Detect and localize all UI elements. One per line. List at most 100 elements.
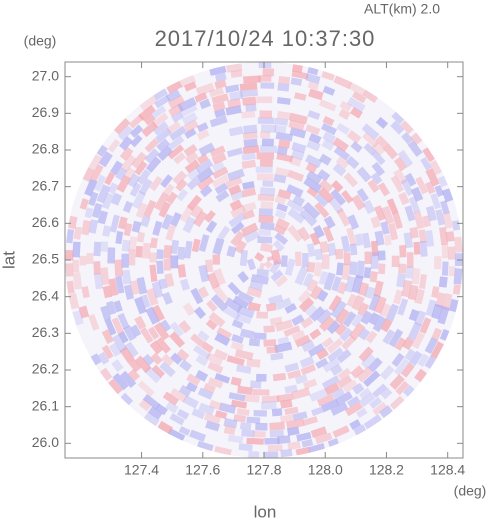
echo-cell	[324, 382, 340, 396]
echo-cell	[250, 273, 270, 285]
echo-cell	[88, 191, 99, 207]
echo-cell	[299, 355, 315, 369]
echo-cell	[119, 146, 134, 161]
echo-cell	[346, 293, 358, 308]
echo-cell	[239, 249, 248, 267]
echo-cell	[72, 272, 83, 290]
echo-cell	[199, 98, 211, 110]
echo-cell	[358, 387, 372, 400]
echo-cell	[321, 337, 334, 349]
echo-cell	[136, 277, 148, 295]
echo-cell	[242, 180, 255, 190]
echo-cell	[346, 227, 357, 247]
echo-cell	[275, 167, 290, 177]
echo-cell	[96, 184, 111, 204]
echo-cell	[111, 333, 128, 353]
echo-cell	[417, 353, 430, 368]
echo-cell	[114, 259, 123, 277]
echo-cell	[163, 258, 172, 271]
echo-cell	[263, 325, 276, 333]
echo-cell	[183, 143, 198, 157]
echo-cell	[260, 82, 275, 89]
echo-cell	[179, 278, 191, 291]
echo-cell	[263, 339, 277, 347]
echo-cell	[123, 284, 135, 300]
echo-cell	[275, 217, 290, 231]
echo-cell	[222, 305, 241, 321]
echo-cell	[309, 232, 321, 246]
echo-cell	[196, 122, 209, 133]
echo-cell	[294, 334, 311, 348]
echo-cell	[138, 104, 156, 122]
echo-cell	[391, 111, 405, 125]
echo-cell	[275, 131, 293, 142]
altitude-label: ALT(km) 2.0	[364, 1, 440, 17]
echo-cell	[122, 200, 134, 214]
echo-cell	[286, 184, 304, 198]
echo-cell	[261, 395, 280, 403]
echo-cell	[335, 156, 350, 170]
echo-cell	[425, 230, 435, 247]
echo-cell	[256, 373, 267, 382]
echo-cell	[331, 387, 346, 400]
echo-cell	[308, 132, 322, 144]
echo-cell	[155, 127, 172, 144]
echo-cell	[305, 124, 321, 136]
echo-cell	[142, 242, 152, 259]
echo-cell	[213, 268, 226, 286]
echo-cell	[358, 281, 369, 297]
y-tick-label: 26.7	[32, 177, 59, 193]
echo-cell	[121, 239, 131, 252]
echo-cell	[371, 161, 385, 177]
echo-cell	[424, 355, 437, 369]
echo-cell	[384, 234, 392, 246]
echo-cell	[351, 91, 367, 104]
echo-cell	[256, 268, 269, 277]
echo-cell	[258, 75, 272, 82]
echo-cell	[297, 226, 311, 242]
echo-cell	[287, 369, 302, 380]
echo-cell	[170, 239, 180, 255]
echo-cell	[274, 319, 294, 332]
echo-cell	[268, 294, 284, 305]
echo-cell	[198, 142, 216, 157]
echo-cell	[193, 210, 208, 228]
echo-cell	[198, 264, 210, 283]
echo-cell	[352, 382, 365, 395]
echo-cell	[360, 353, 377, 370]
echo-cell	[380, 221, 390, 235]
echo-cell	[137, 380, 155, 397]
echo-cell	[214, 182, 229, 195]
echo-cell	[208, 311, 226, 328]
x-tick-label: 128.0	[308, 462, 343, 478]
echo-cell	[119, 136, 133, 151]
echo-cell	[100, 241, 109, 252]
echo-cell	[236, 408, 250, 416]
echo-cell	[68, 292, 80, 310]
echo-cell	[260, 221, 275, 231]
echo-cell	[276, 203, 289, 213]
echo-cell	[306, 139, 321, 152]
echo-cell	[208, 87, 225, 98]
echo-cell	[209, 65, 227, 76]
echo-cell	[307, 81, 320, 91]
echo-cell	[255, 422, 268, 431]
echo-cell	[343, 172, 359, 188]
echo-cell	[404, 205, 416, 222]
echo-cell	[306, 170, 323, 185]
echo-cell	[138, 178, 153, 196]
echo-cell	[258, 208, 273, 217]
echo-cell	[435, 292, 446, 309]
echo-cell	[289, 127, 307, 139]
echo-cell	[150, 105, 167, 119]
echo-cell	[176, 408, 190, 420]
echo-cell	[270, 352, 284, 361]
echo-cell	[276, 146, 288, 156]
echo-cell	[368, 293, 381, 312]
echo-cell	[212, 101, 226, 112]
echo-cell	[398, 263, 407, 274]
echo-cell	[227, 434, 244, 444]
echo-cell	[341, 263, 351, 281]
echo-cell	[170, 352, 183, 365]
x-axis-label: lon	[254, 502, 277, 521]
